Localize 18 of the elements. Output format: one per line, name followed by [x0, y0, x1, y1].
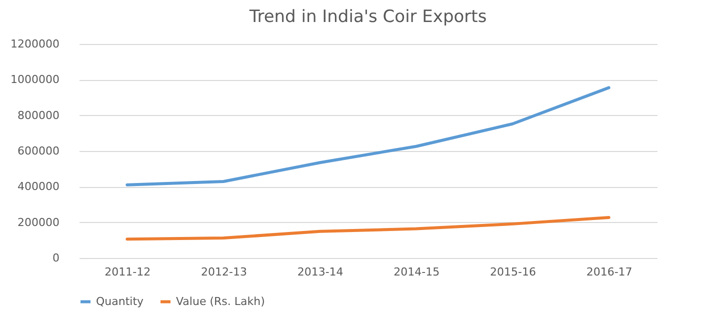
x-tick-label: 2013-14	[297, 266, 344, 278]
y-tick-label: 0	[52, 252, 60, 264]
legend-label: Quantity	[96, 294, 144, 308]
x-tick-label: 2015-16	[490, 266, 536, 278]
x-tick-label: 2016-17	[586, 266, 632, 278]
line-series	[126, 86, 610, 186]
y-tick-label: 600000	[18, 144, 60, 158]
x-tick-label: 2011-12	[104, 266, 151, 278]
legend-label: Value (Rs. Lakh)	[176, 294, 265, 308]
y-tick-label: 1200000	[10, 38, 60, 50]
y-tick-label: 800000	[18, 108, 60, 122]
y-tick-label: 400000	[18, 180, 60, 194]
line-series	[126, 216, 610, 241]
x-tick-label: 2012-13	[201, 266, 247, 278]
y-tick-label: 200000	[18, 216, 60, 229]
x-tick-label: 2014-15	[394, 266, 440, 278]
chart-title: Trend in India's Coir Exports	[248, 7, 487, 27]
y-tick-label: 1000000	[10, 73, 60, 86]
